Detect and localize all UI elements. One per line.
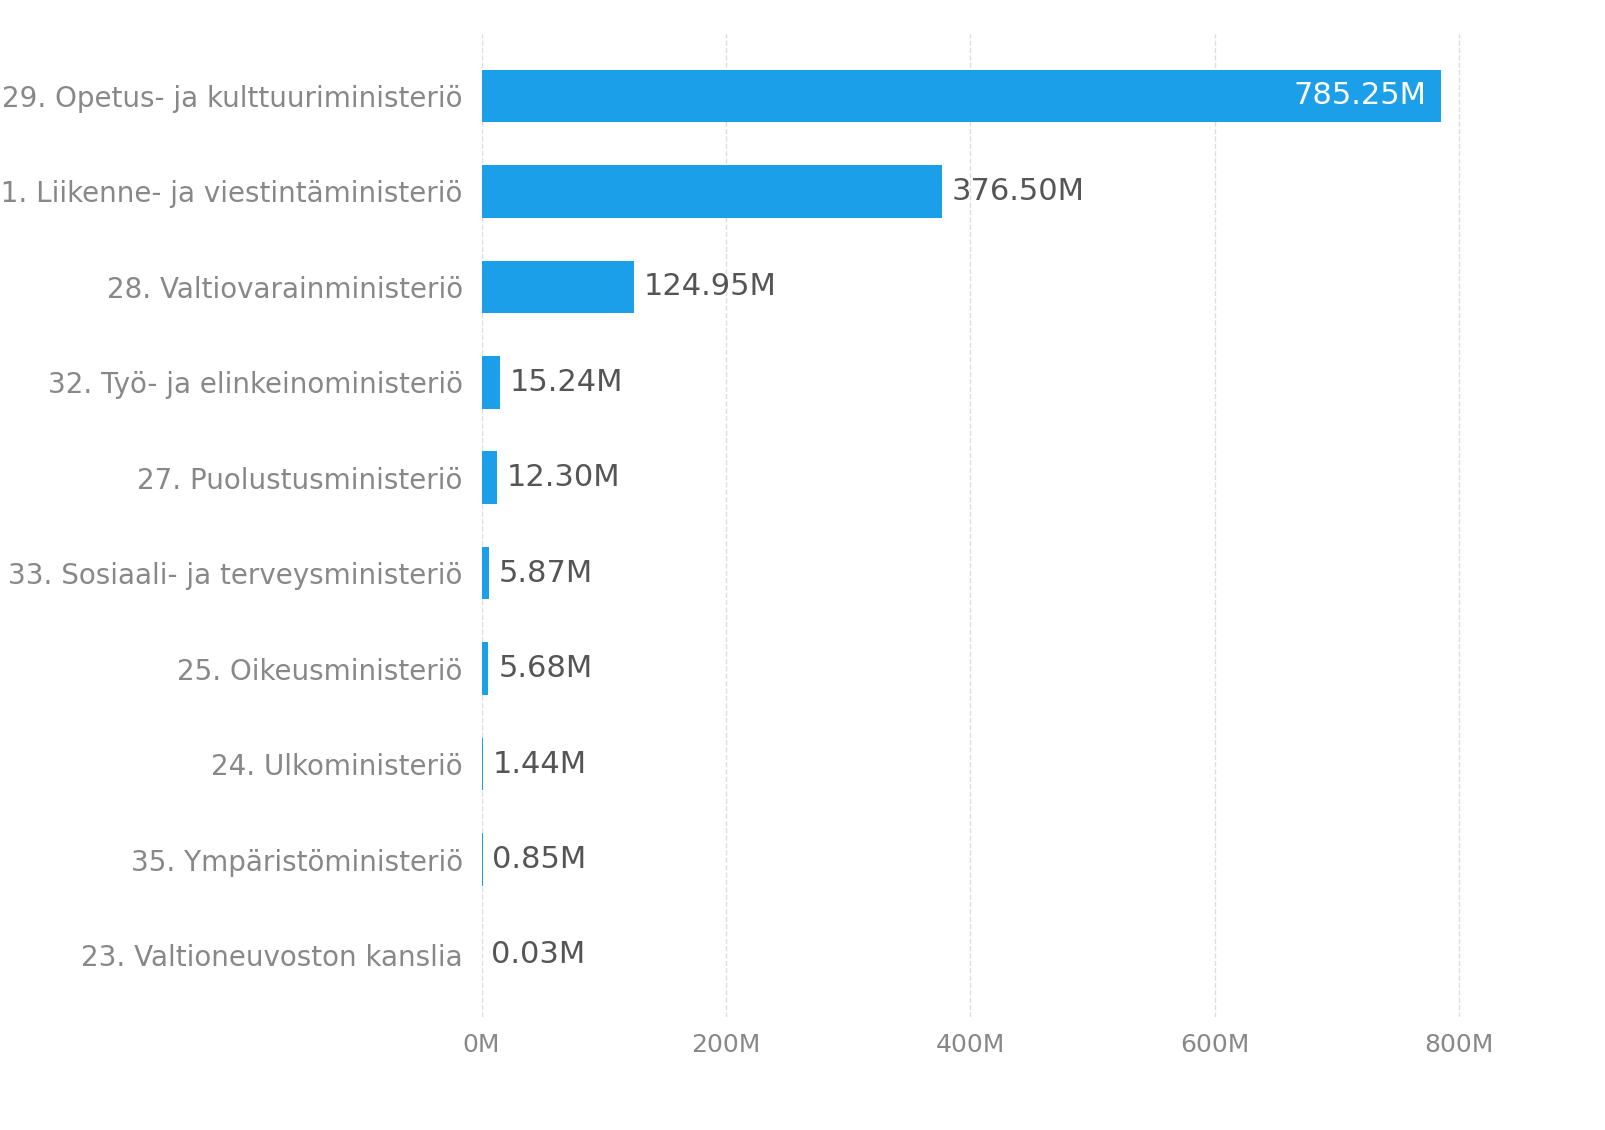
Text: 1.44M: 1.44M [493,749,587,779]
Bar [482,452,496,504]
Bar [482,738,483,790]
Text: 0.85M: 0.85M [493,845,586,873]
Text: 785.25M: 785.25M [1294,81,1427,111]
Text: 12.30M: 12.30M [506,463,620,493]
Bar [482,261,634,313]
Bar [482,642,488,695]
Bar [482,547,488,599]
Bar [482,356,501,409]
Text: 15.24M: 15.24M [510,367,623,397]
Bar [482,165,942,218]
Text: 0.03M: 0.03M [491,940,586,970]
Text: 5.87M: 5.87M [499,558,592,588]
Text: 5.68M: 5.68M [498,654,592,684]
Text: 376.50M: 376.50M [952,177,1085,206]
Bar [482,70,1441,122]
Text: 124.95M: 124.95M [644,272,777,302]
